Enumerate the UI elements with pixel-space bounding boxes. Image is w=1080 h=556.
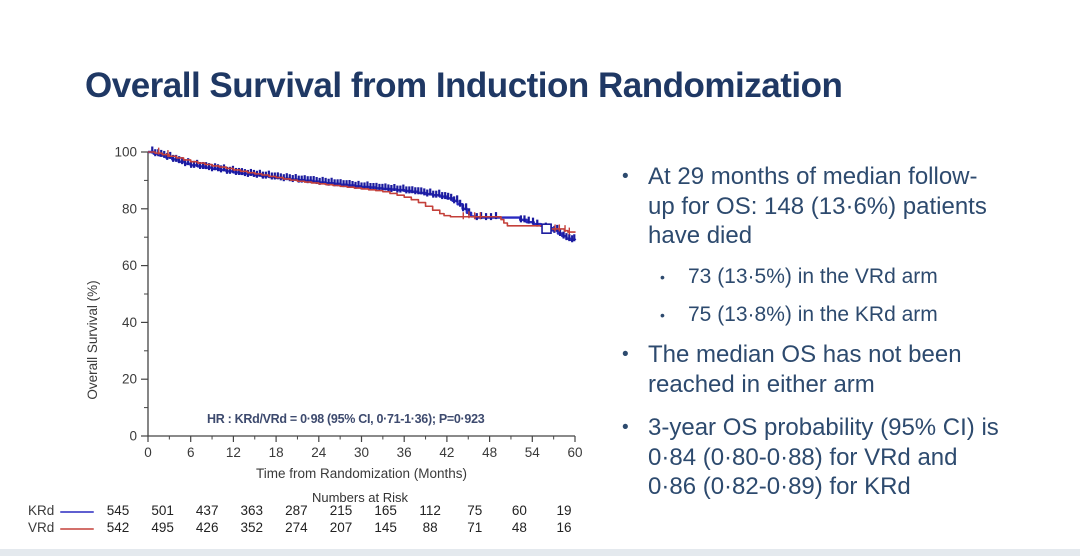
bullet-text: 73 (13·5%) in the VRd arm — [688, 265, 938, 288]
risk-value: 495 — [151, 520, 174, 535]
y-axis-title: Overall Survival (%) — [85, 280, 100, 399]
legend-line-vrd — [60, 528, 94, 530]
y-tick-label: 40 — [122, 315, 137, 330]
bullet-icon: • — [660, 269, 665, 285]
risk-value: 426 — [195, 520, 219, 535]
risk-value: 363 — [240, 503, 264, 518]
legend-line-krd — [60, 511, 94, 513]
x-tick-label: 30 — [354, 445, 369, 460]
risk-value: 542 — [106, 520, 130, 535]
x-tick-label: 54 — [525, 445, 541, 460]
risk-value: 48 — [511, 520, 527, 535]
slide-title: Overall Survival from Induction Randomiz… — [85, 66, 843, 105]
risk-value: 501 — [151, 503, 174, 518]
risk-value: 19 — [556, 503, 572, 518]
risk-value: 287 — [285, 503, 308, 518]
x-tick-label: 36 — [397, 445, 412, 460]
risk-value: 545 — [106, 503, 130, 518]
bullet-followup-deaths: • At 29 months of median follow-up for O… — [622, 162, 987, 251]
bullet-text: The median OS has not been reached in eit… — [648, 341, 962, 398]
risk-row-label: KRd — [28, 503, 55, 518]
x-tick-label: 18 — [269, 445, 284, 460]
risk-value: 16 — [556, 520, 572, 535]
risk-value: 165 — [374, 503, 397, 518]
censor-square-marker — [541, 223, 552, 234]
bullet-icon: • — [622, 417, 629, 438]
bullet-3yr-os-probability: • 3-year OS probability (95% CI) is 0·84 … — [622, 413, 999, 502]
bullet-median-os: • The median OS has not been reached in e… — [622, 340, 962, 399]
risk-value: 207 — [329, 520, 353, 535]
km-curve-vrd — [148, 151, 576, 233]
risk-value: 60 — [511, 503, 527, 518]
bullet-icon: • — [622, 344, 629, 365]
x-axis-title: Time from Randomization (Months) — [256, 466, 467, 481]
x-tick-label: 24 — [311, 445, 327, 460]
x-axis: 0 6 12 18 24 30 36 42 48 54 60 — [144, 436, 583, 460]
numbers-at-risk-title: Numbers at Risk — [311, 490, 409, 505]
x-tick-label: 12 — [226, 445, 241, 460]
x-tick-label: 42 — [439, 445, 454, 460]
x-tick-label: 0 — [144, 445, 152, 460]
bullet-text: At 29 months of median follow-up for OS:… — [648, 163, 987, 249]
x-tick-label: 48 — [482, 445, 497, 460]
hazard-ratio-annotation: HR : KRd/VRd = 0·98 (95% CI, 0·71-1·36);… — [207, 412, 485, 426]
y-tick-label: 100 — [114, 145, 137, 160]
risk-value: 437 — [195, 503, 219, 518]
risk-value: 71 — [467, 520, 483, 535]
risk-value: 112 — [419, 503, 441, 518]
risk-value: 352 — [240, 520, 264, 535]
censor-marks-krd — [151, 146, 576, 243]
risk-value: 215 — [329, 503, 353, 518]
y-tick-label: 60 — [122, 258, 137, 273]
risk-value: 145 — [374, 520, 397, 535]
x-tick-label: 60 — [567, 445, 582, 460]
y-tick-label: 80 — [122, 201, 137, 216]
risk-value: 274 — [285, 520, 308, 535]
risk-value: 75 — [467, 503, 483, 518]
y-axis: 0 20 40 60 80 100 — [114, 145, 148, 444]
x-tick-label: 6 — [187, 445, 195, 460]
y-tick-label: 0 — [129, 429, 137, 444]
risk-value: 88 — [422, 520, 438, 535]
bullet-krd-deaths: • 75 (13·8%) in the KRd arm — [660, 302, 938, 328]
slide-bottom-strip — [0, 549, 1080, 556]
bullet-text: 75 (13·8%) in the KRd arm — [688, 303, 938, 326]
y-tick-label: 20 — [122, 372, 137, 387]
bullet-icon: • — [660, 307, 665, 323]
bullet-icon: • — [622, 166, 629, 187]
bullet-text: 3-year OS probability (95% CI) is 0·84 (0… — [648, 414, 999, 500]
risk-row-label: VRd — [28, 520, 55, 535]
bullet-vrd-deaths: • 73 (13·5%) in the VRd arm — [660, 264, 938, 290]
